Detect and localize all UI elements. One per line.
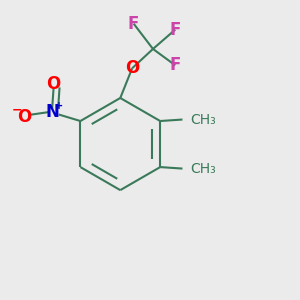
Text: O: O — [17, 108, 31, 126]
Text: N: N — [45, 103, 59, 121]
Text: F: F — [169, 21, 181, 39]
Text: O: O — [46, 75, 61, 93]
Text: CH₃: CH₃ — [190, 112, 216, 127]
Text: F: F — [169, 56, 181, 74]
Text: −: − — [12, 103, 22, 116]
Text: F: F — [128, 15, 139, 33]
Text: O: O — [125, 59, 139, 77]
Text: CH₃: CH₃ — [190, 162, 216, 176]
Text: +: + — [55, 100, 63, 111]
